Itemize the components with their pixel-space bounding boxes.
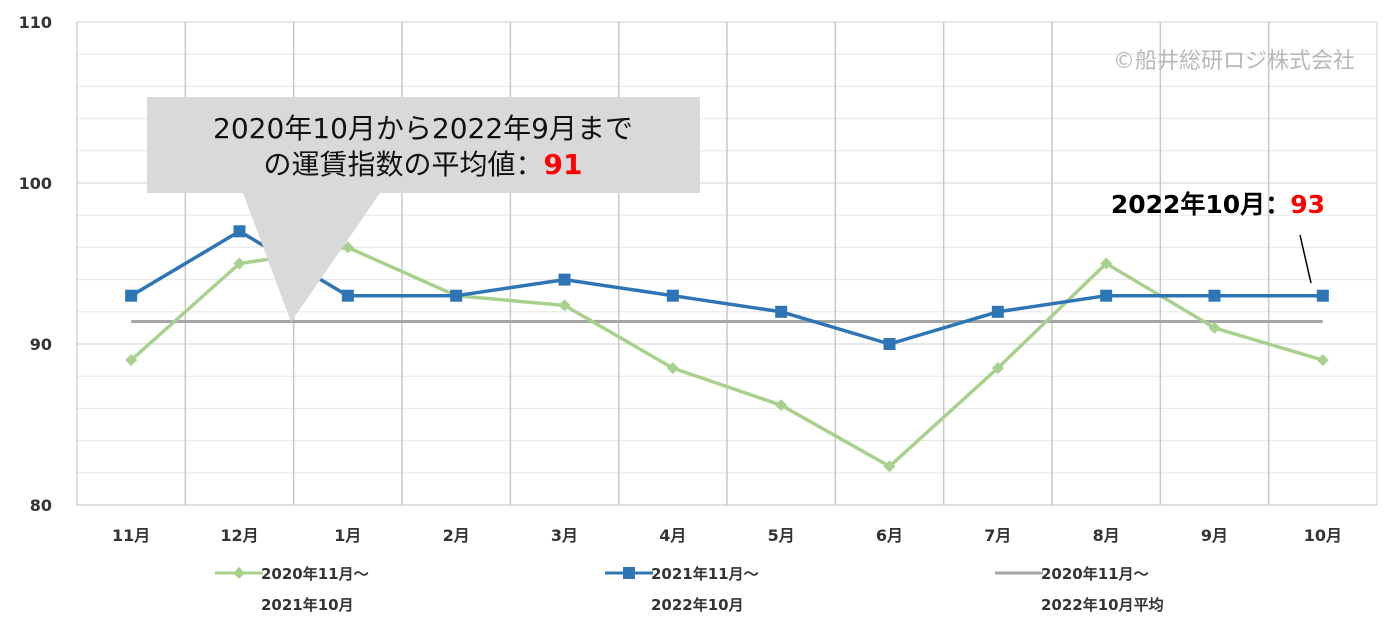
- data-point-square: [1100, 289, 1113, 302]
- data-point-square: [1208, 289, 1221, 302]
- axes: [76, 22, 1377, 506]
- latest-callout: 2022年10月：93: [1111, 190, 1325, 284]
- x-tick-label: 9月: [1201, 526, 1228, 545]
- latest-callout-value: 93: [1290, 190, 1325, 219]
- data-point-square: [233, 225, 246, 238]
- data-point-diamond: [125, 354, 138, 367]
- latest-callout-text: 2022年10月：93: [1111, 190, 1325, 219]
- data-point-diamond: [991, 362, 1004, 375]
- legend-label: 2022年10月平均: [1041, 596, 1164, 614]
- x-tick-label: 10月: [1304, 526, 1342, 545]
- watermark: ©船井総研ロジ株式会社: [1113, 49, 1355, 74]
- data-point-square: [1316, 289, 1329, 302]
- x-tick-label: 12月: [220, 526, 258, 545]
- average-callout-bubble: [147, 97, 700, 322]
- x-tick-label: 4月: [659, 526, 686, 545]
- x-tick-label: 7月: [984, 526, 1011, 545]
- x-tick-label: 11月: [112, 526, 150, 545]
- x-tick-label: 3月: [551, 526, 578, 545]
- legend: 2020年11月～ 2021年10月 2021年11月～ 2022年10月 2020年1…: [215, 565, 1164, 614]
- data-point-diamond: [883, 460, 896, 473]
- x-tick-label: 6月: [876, 526, 903, 545]
- average-callout-value: 91: [544, 148, 583, 181]
- data-point-square: [883, 338, 896, 350]
- legend-label: 2021年10月: [261, 596, 354, 614]
- data-point-diamond: [1316, 354, 1329, 367]
- data-point-diamond: [233, 257, 246, 270]
- legend-label: 2020年11月～: [1041, 565, 1149, 583]
- average-callout-line2: の運賃指数の平均値：91: [264, 148, 583, 181]
- data-point-square: [666, 289, 679, 302]
- latest-callout-prefix: 2022年10月：: [1111, 190, 1290, 219]
- data-point-square: [125, 289, 138, 302]
- x-axis-ticks: 11月 12月 1月 2月 3月 4月 5月 6月 7月 8月 9月 10月: [112, 526, 1342, 545]
- legend-label: 2021年11月～: [651, 565, 759, 583]
- latest-callout-leader: [1299, 234, 1312, 284]
- data-point-diamond: [666, 362, 679, 375]
- average-callout-prefix: の運賃指数の平均値：: [264, 148, 544, 181]
- data-point-square: [558, 273, 571, 286]
- data-point-diamond: [341, 241, 354, 254]
- legend-label: 2020年11月～: [261, 565, 369, 583]
- average-callout-line1: 2020年10月から2022年9月まで: [213, 112, 633, 145]
- data-point-square: [775, 305, 788, 318]
- y-tick-label: 110: [19, 13, 52, 32]
- series-line: [130, 229, 1323, 346]
- legend-marker-square: [623, 567, 635, 579]
- average-callout: 2020年10月から2022年9月まで の運賃指数の平均値：91: [147, 97, 700, 322]
- data-point-diamond: [558, 299, 571, 312]
- legend-marker-diamond: [233, 567, 245, 579]
- y-tick-label: 80: [30, 496, 52, 515]
- data-point-square: [341, 289, 354, 302]
- data-point-square: [450, 289, 463, 302]
- data-point-square: [991, 305, 1004, 318]
- legend-label: 2022年10月: [651, 596, 744, 614]
- x-tick-label: 1月: [334, 526, 361, 545]
- x-tick-label: 8月: [1093, 526, 1120, 545]
- x-tick-label: 5月: [768, 526, 795, 545]
- y-tick-label: 90: [30, 335, 52, 354]
- y-axis-ticks: 80 90 100 110: [19, 13, 52, 515]
- data-point-diamond: [1100, 257, 1113, 270]
- y-tick-label: 100: [19, 174, 52, 193]
- data-point-diamond: [775, 399, 788, 412]
- data-point-diamond: [1208, 321, 1221, 334]
- x-tick-label: 2月: [443, 526, 470, 545]
